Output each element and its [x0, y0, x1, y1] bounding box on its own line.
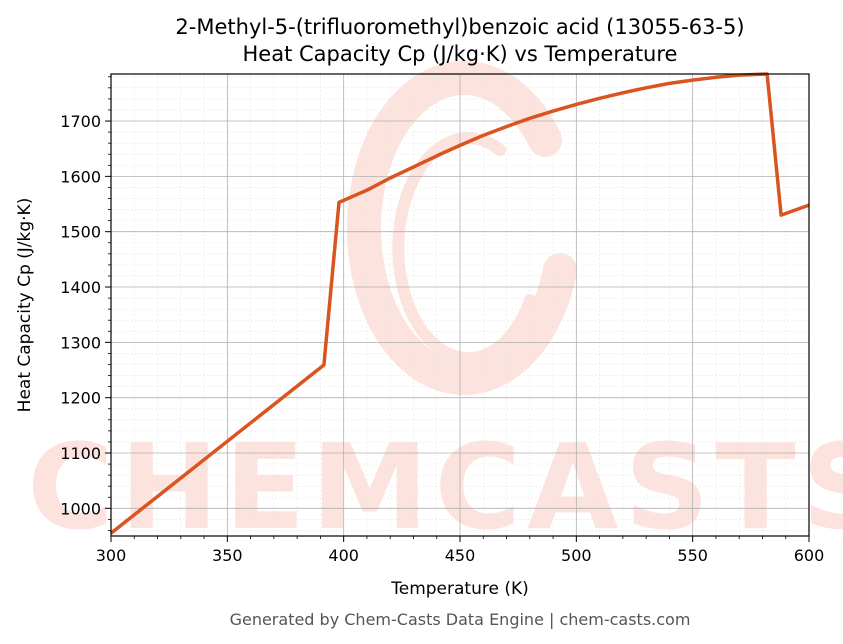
watermark: CHEMCASTS: [27, 60, 843, 556]
x-axis-label: Temperature (K): [390, 579, 529, 599]
y-tick-label: 1700: [60, 112, 101, 131]
watermark-text: CHEMCASTS: [27, 418, 843, 556]
x-tick-label: 300: [96, 546, 127, 565]
series-line-heat-capacity: [109, 72, 810, 535]
x-axis: 300 350 400 450 500 550 600: [96, 536, 825, 565]
watermark-logo-icon: [347, 60, 577, 395]
x-tick-label: 600: [794, 546, 825, 565]
chart-title: 2-Methyl-5-(trifluoromethyl)benzoic acid…: [175, 15, 744, 39]
y-axis-label: Heat Capacity Cp (J/kg·K): [15, 198, 35, 413]
y-tick-label: 1500: [60, 223, 101, 242]
x-tick-label: 400: [328, 546, 359, 565]
y-tick-label: 1400: [60, 278, 101, 297]
chart-subtitle: Heat Capacity Cp (J/kg·K) vs Temperature: [243, 42, 678, 66]
y-tick-label: 1200: [60, 389, 101, 408]
x-tick-label: 450: [445, 546, 476, 565]
x-tick-label: 350: [212, 546, 243, 565]
y-axis: 1000 1100 1200 1300 1400 1500 1600 1700: [60, 76, 111, 531]
y-tick-label: 1100: [60, 444, 101, 463]
y-tick-label: 1300: [60, 333, 101, 352]
x-tick-label: 550: [677, 546, 708, 565]
footer-credit: Generated by Chem-Casts Data Engine | ch…: [230, 610, 691, 629]
y-tick-label: 1600: [60, 167, 101, 186]
x-tick-label: 500: [561, 546, 592, 565]
y-tick-label: 1000: [60, 499, 101, 518]
